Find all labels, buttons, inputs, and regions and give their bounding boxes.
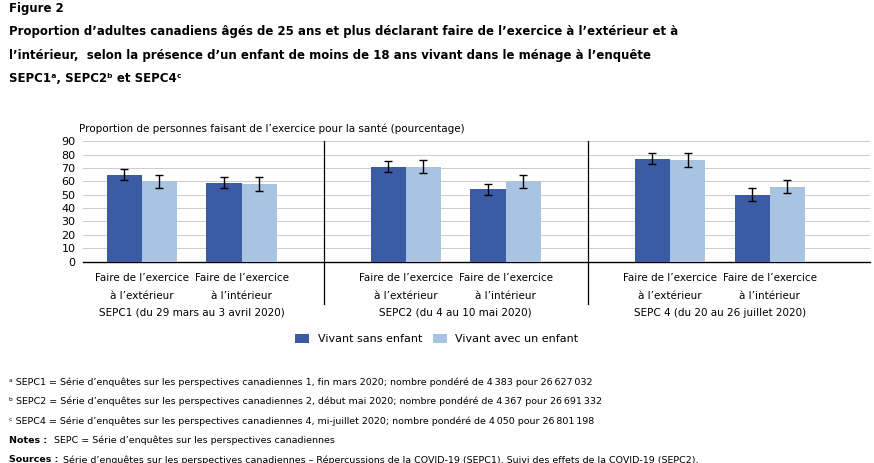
Text: ᶜ SEPC4 = Série d’enquêtes sur les perspectives canadiennes 4, mi-juillet 2020; : ᶜ SEPC4 = Série d’enquêtes sur les persp… (9, 416, 594, 426)
Text: à l’extérieur: à l’extérieur (110, 291, 174, 301)
Text: ᵇ SEPC2 = Série d’enquêtes sur les perspectives canadiennes 2, début mai 2020; n: ᵇ SEPC2 = Série d’enquêtes sur les persp… (9, 397, 601, 407)
Text: Série d’enquêtes sur les perspectives canadiennes – Répercussions de la COVID-19: Série d’enquêtes sur les perspectives ca… (60, 455, 699, 463)
Text: à l’extérieur: à l’extérieur (638, 291, 702, 301)
Text: ᵃ SEPC1 = Série d’enquêtes sur les perspectives canadiennes 1, fin mars 2020; no: ᵃ SEPC1 = Série d’enquêtes sur les persp… (9, 377, 593, 387)
Text: à l’intérieur: à l’intérieur (475, 291, 536, 301)
Bar (142, 181, 177, 262)
Bar (735, 195, 770, 262)
Text: l’intérieur,  selon la présence d’un enfant de moins de 18 ans vivant dans le mé: l’intérieur, selon la présence d’un enfa… (9, 49, 651, 62)
Text: SEPC2 (du 4 au 10 mai 2020): SEPC2 (du 4 au 10 mai 2020) (379, 308, 532, 318)
Bar (241, 184, 277, 262)
Text: à l’intérieur: à l’intérieur (739, 291, 801, 301)
Text: à l’intérieur: à l’intérieur (212, 291, 272, 301)
Legend: Vivant sans enfant, Vivant avec un enfant: Vivant sans enfant, Vivant avec un enfan… (291, 330, 583, 349)
Text: SEPC 4 (du 20 au 26 juillet 2020): SEPC 4 (du 20 au 26 juillet 2020) (634, 308, 806, 318)
Bar (635, 159, 670, 262)
Text: SEPC1ᵃ, SEPC2ᵇ et SEPC4ᶜ: SEPC1ᵃ, SEPC2ᵇ et SEPC4ᶜ (9, 72, 182, 85)
Bar (371, 167, 406, 262)
Bar (107, 175, 142, 262)
Text: à l’extérieur: à l’extérieur (374, 291, 438, 301)
Bar (406, 167, 441, 262)
Text: Faire de l’exercice: Faire de l’exercice (359, 273, 453, 283)
Bar (670, 160, 705, 262)
Bar (470, 189, 506, 262)
Text: Faire de l’exercice: Faire de l’exercice (94, 273, 189, 283)
Text: Faire de l’exercice: Faire de l’exercice (459, 273, 552, 283)
Bar (506, 181, 541, 262)
Text: Figure 2: Figure 2 (9, 2, 64, 15)
Text: Proportion d’adultes canadiens âgés de 25 ans et plus déclarant faire de l’exerc: Proportion d’adultes canadiens âgés de 2… (9, 25, 678, 38)
Bar (206, 183, 241, 262)
Text: Sources :: Sources : (9, 455, 58, 463)
Text: SEPC1 (du 29 mars au 3 avril 2020): SEPC1 (du 29 mars au 3 avril 2020) (99, 308, 285, 318)
Text: SEPC = Série d’enquêtes sur les perspectives canadiennes: SEPC = Série d’enquêtes sur les perspect… (51, 436, 335, 445)
Bar (770, 187, 805, 262)
Text: Faire de l’exercice: Faire de l’exercice (623, 273, 717, 283)
Text: Notes :: Notes : (9, 436, 47, 444)
Text: Faire de l’exercice: Faire de l’exercice (195, 273, 288, 283)
Text: Faire de l’exercice: Faire de l’exercice (723, 273, 817, 283)
Text: Proportion de personnes faisant de l’exercice pour la santé (pourcentage): Proportion de personnes faisant de l’exe… (79, 124, 464, 134)
